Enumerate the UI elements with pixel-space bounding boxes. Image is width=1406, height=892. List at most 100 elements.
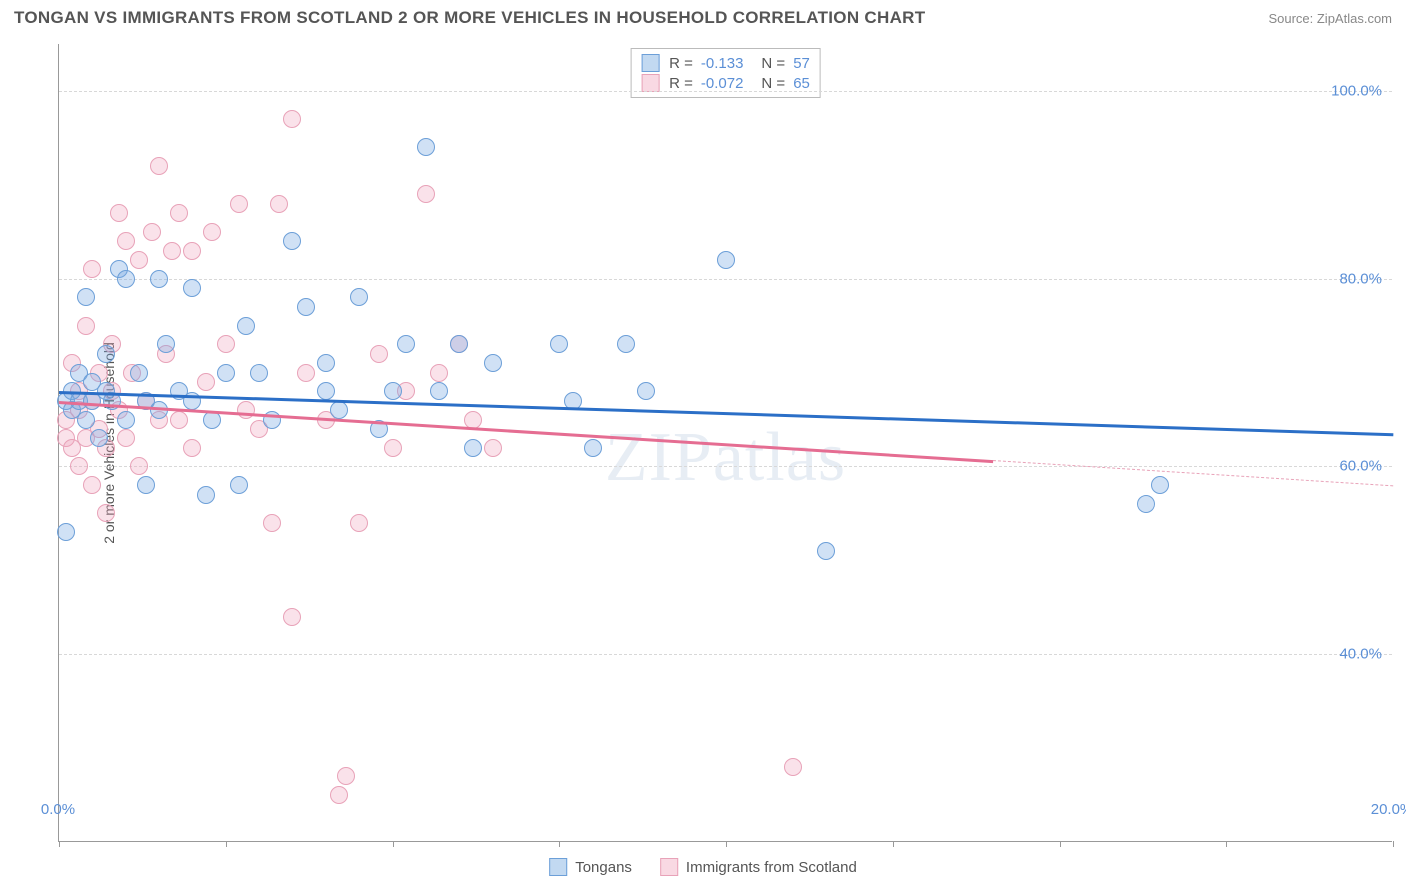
data-point (117, 429, 135, 447)
chart-title: TONGAN VS IMMIGRANTS FROM SCOTLAND 2 OR … (14, 8, 925, 28)
swatch-icon (641, 74, 659, 92)
data-point (817, 542, 835, 560)
swatch-icon (660, 858, 678, 876)
data-point (297, 298, 315, 316)
data-point (77, 317, 95, 335)
data-point (350, 514, 368, 532)
data-point (197, 486, 215, 504)
swatch-icon (641, 54, 659, 72)
data-point (217, 335, 235, 353)
stat-n-value: 57 (793, 55, 810, 72)
y-tick-label: 80.0% (1339, 270, 1382, 287)
trend-line (993, 460, 1393, 486)
x-tick (59, 841, 60, 847)
data-point (83, 260, 101, 278)
data-point (617, 335, 635, 353)
data-point (584, 439, 602, 457)
legend-label: Tongans (575, 859, 632, 876)
chart-container: 2 or more Vehicles in Household ZIPatlas… (14, 44, 1392, 842)
data-point (330, 786, 348, 804)
data-point (150, 157, 168, 175)
stat-n-label: N = (761, 75, 785, 92)
data-point (163, 242, 181, 260)
data-point (1151, 476, 1169, 494)
data-point (270, 195, 288, 213)
data-point (97, 345, 115, 363)
stat-n-value: 65 (793, 75, 810, 92)
watermark: ZIPatlas (605, 418, 846, 498)
data-point (484, 354, 502, 372)
data-point (130, 457, 148, 475)
data-point (143, 223, 161, 241)
stat-n-label: N = (761, 55, 785, 72)
data-point (157, 335, 175, 353)
data-point (197, 373, 215, 391)
data-point (97, 504, 115, 522)
x-tick (393, 841, 394, 847)
data-point (230, 476, 248, 494)
data-point (237, 401, 255, 419)
legend-item: Immigrants from Scotland (660, 858, 857, 876)
y-tick-label: 40.0% (1339, 646, 1382, 663)
data-point (337, 767, 355, 785)
stat-r-value: -0.133 (701, 55, 744, 72)
data-point (550, 335, 568, 353)
data-point (137, 476, 155, 494)
data-point (1137, 495, 1155, 513)
data-point (117, 411, 135, 429)
data-point (484, 439, 502, 457)
x-tick-label: 20.0% (1371, 801, 1406, 818)
data-point (183, 279, 201, 297)
gridline (59, 91, 1392, 92)
data-point (70, 457, 88, 475)
data-point (464, 439, 482, 457)
data-point (130, 364, 148, 382)
x-tick (1226, 841, 1227, 847)
data-point (170, 411, 188, 429)
data-point (230, 195, 248, 213)
header: TONGAN VS IMMIGRANTS FROM SCOTLAND 2 OR … (0, 0, 1406, 28)
legend-item: Tongans (549, 858, 632, 876)
data-point (450, 335, 468, 353)
x-tick (1060, 841, 1061, 847)
stats-row: R = -0.133 N = 57 (641, 53, 810, 73)
gridline (59, 466, 1392, 467)
data-point (297, 364, 315, 382)
data-point (237, 317, 255, 335)
data-point (57, 523, 75, 541)
data-point (430, 382, 448, 400)
stat-r-value: -0.072 (701, 75, 744, 92)
data-point (183, 242, 201, 260)
data-point (183, 439, 201, 457)
data-point (170, 204, 188, 222)
plot-area: ZIPatlas R = -0.133 N = 57R = -0.072 N = 6… (58, 44, 1392, 842)
data-point (397, 335, 415, 353)
data-point (784, 758, 802, 776)
gridline (59, 654, 1392, 655)
data-point (130, 251, 148, 269)
data-point (117, 270, 135, 288)
source-label: Source: ZipAtlas.com (1268, 11, 1392, 26)
y-tick-label: 60.0% (1339, 458, 1382, 475)
data-point (384, 439, 402, 457)
legend-label: Immigrants from Scotland (686, 859, 857, 876)
y-tick-label: 100.0% (1331, 82, 1382, 99)
x-tick (1393, 841, 1394, 847)
x-tick (226, 841, 227, 847)
data-point (350, 288, 368, 306)
data-point (250, 364, 268, 382)
x-tick (559, 841, 560, 847)
data-point (83, 476, 101, 494)
data-point (417, 185, 435, 203)
data-point (77, 288, 95, 306)
data-point (110, 204, 128, 222)
x-tick (726, 841, 727, 847)
legend: Tongans Immigrants from Scotland (549, 858, 857, 876)
swatch-icon (549, 858, 567, 876)
data-point (317, 382, 335, 400)
stat-r-label: R = (669, 55, 693, 72)
x-tick-label: 0.0% (41, 801, 75, 818)
data-point (283, 110, 301, 128)
data-point (417, 138, 435, 156)
gridline (59, 279, 1392, 280)
